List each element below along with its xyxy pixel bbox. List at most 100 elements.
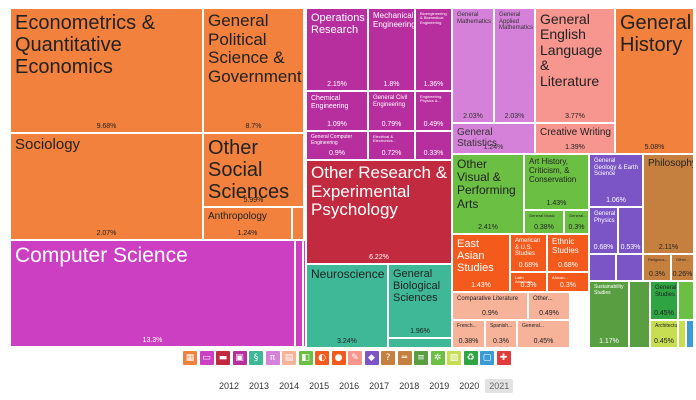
year-button-2019[interactable]: 2019 bbox=[429, 381, 450, 391]
english-icon[interactable]: ✎ bbox=[348, 351, 362, 365]
treemap-cell[interactable]: Philosophy 2.11% bbox=[643, 154, 694, 254]
engineering-icon[interactable]: ▣ bbox=[232, 351, 247, 365]
treemap-cell[interactable] bbox=[616, 254, 643, 281]
treemap-cell[interactable]: Ethnic Studies 0.68% bbox=[547, 234, 589, 272]
treemap-cell[interactable]: Other Visual & Performing Arts 2.41% bbox=[452, 154, 524, 234]
business-icon[interactable]: ▦ bbox=[183, 351, 197, 365]
cell-value: 2.15% bbox=[327, 81, 347, 88]
treemap-cell[interactable]: African... 0.3% bbox=[547, 272, 589, 292]
treemap-cell[interactable]: Other Social Sciences 5.99% bbox=[203, 133, 304, 207]
treemap-cell[interactable] bbox=[629, 281, 650, 348]
treemap-cell[interactable]: Creative Writing 1.39% bbox=[535, 123, 615, 154]
year-button-2017[interactable]: 2017 bbox=[369, 381, 390, 391]
treemap-cell[interactable]: French... 0.38% bbox=[452, 320, 485, 348]
treemap-cell[interactable] bbox=[678, 281, 694, 320]
education-icon[interactable]: ▤ bbox=[282, 351, 296, 365]
treemap-cell[interactable]: General Statistics 1.24% bbox=[452, 123, 535, 154]
treemap-cell[interactable]: General Mathematics 2.03% bbox=[452, 8, 494, 123]
treemap-cell[interactable]: Sustainability Studies 1.17% bbox=[589, 281, 629, 348]
treemap-cell[interactable]: General Geology & Earth Science 1.06% bbox=[589, 154, 643, 207]
treemap-cell[interactable]: Architecture 0.45% bbox=[650, 320, 678, 348]
philosophy-icon[interactable]: ? bbox=[381, 351, 395, 365]
cell-value: 0.3% bbox=[520, 282, 537, 289]
cell-label: Electrical & Electronics... bbox=[373, 134, 396, 144]
year-button-2018[interactable]: 2018 bbox=[399, 381, 420, 391]
cell-value: 6.22% bbox=[369, 254, 389, 261]
treemap-cell[interactable] bbox=[388, 338, 452, 348]
treemap-cell[interactable]: General Biological Sciences 1.96% bbox=[388, 264, 452, 338]
treemap-cell[interactable]: Other Research & Experimental Psychology… bbox=[306, 160, 452, 264]
architecture-icon[interactable]: ▢ bbox=[480, 351, 494, 365]
treemap-cell[interactable] bbox=[303, 240, 306, 347]
interdisciplinary-icon[interactable]: ▧ bbox=[447, 351, 461, 365]
cell-value: 2.11% bbox=[658, 244, 679, 251]
treemap-cell[interactable]: Electrical & Electronics... 0.72% bbox=[368, 131, 415, 160]
treemap-cell[interactable]: Spanish... 0.3% bbox=[485, 320, 517, 348]
treemap-cell[interactable]: Other... 0.49% bbox=[528, 292, 570, 320]
treemap-cell[interactable]: Sociology 2.07% bbox=[10, 133, 203, 240]
treemap-cell[interactable] bbox=[295, 240, 303, 347]
treemap-cell[interactable]: General... 0.45% bbox=[517, 320, 570, 348]
cell-label: American & U.S. Studies bbox=[515, 238, 541, 258]
treemap-cell[interactable]: Chemical Engineering 1.09% bbox=[306, 91, 368, 131]
treemap-cell[interactable]: American & U.S. Studies 0.68% bbox=[510, 234, 547, 272]
recycling-icon[interactable]: ♻ bbox=[463, 351, 478, 365]
treemap-cell[interactable]: 0.33% bbox=[415, 131, 452, 160]
communications-icon[interactable]: ▬ bbox=[216, 351, 230, 365]
computer-icon[interactable]: ▭ bbox=[199, 351, 214, 365]
treemap-cell[interactable]: Latin American... 0.3% bbox=[510, 272, 547, 292]
cell-label: Bioengineering & Biomedical Engineering bbox=[420, 11, 447, 25]
treemap-cell[interactable]: Comparative Literature 0.9% bbox=[452, 292, 528, 320]
cell-value: 1.24% bbox=[483, 144, 504, 151]
treemap-cell[interactable]: General English Language & Literature 3.7… bbox=[535, 8, 615, 123]
cell-value: 2.03% bbox=[504, 113, 525, 120]
year-button-2013[interactable]: 2013 bbox=[249, 381, 270, 391]
treemap-cell[interactable]: General Music 0.38% bbox=[524, 210, 564, 234]
year-button-2021[interactable]: 2021 bbox=[485, 379, 514, 393]
year-button-2020[interactable]: 2020 bbox=[459, 381, 480, 391]
sustainability-icon[interactable]: ✲ bbox=[430, 351, 445, 365]
arts-icon[interactable]: ◧ bbox=[298, 351, 313, 365]
treemap-cell[interactable]: General... 0.3% bbox=[564, 210, 589, 234]
year-button-2012[interactable]: 2012 bbox=[219, 381, 240, 391]
science-icon[interactable]: ◆ bbox=[364, 351, 379, 365]
treemap-cell[interactable]: 0.53% bbox=[618, 207, 643, 254]
treemap-cell[interactable]: Neuroscience 3.24% bbox=[306, 264, 388, 348]
treemap-cell[interactable]: Religious... 0.3% bbox=[643, 254, 671, 281]
environment-icon[interactable]: ≡ bbox=[414, 351, 428, 365]
treemap-cell[interactable]: Art History, Criticism, & Conservation 1.… bbox=[524, 154, 589, 210]
treemap-cell[interactable]: Bioengineering & Biomedical Engineering 1… bbox=[415, 8, 452, 91]
treemap-cell[interactable]: East Asian Studies 1.43% bbox=[452, 234, 510, 292]
treemap-cell[interactable] bbox=[678, 320, 686, 348]
treemap-cell[interactable] bbox=[292, 207, 304, 240]
treemap-cell[interactable]: General Civil Engineering 0.79% bbox=[368, 91, 415, 131]
treemap-cell[interactable]: General History 5.08% bbox=[615, 8, 694, 154]
cell-label: Art History, Criticism, & Conservation bbox=[529, 157, 577, 184]
treemap-cell[interactable]: Engineering Physics &... 0.49% bbox=[415, 91, 452, 131]
treemap-cell[interactable]: General Applied Mathematics 2.03% bbox=[494, 8, 535, 123]
treemap-cell[interactable]: General Studies 0.45% bbox=[650, 281, 678, 320]
treemap-cell[interactable]: Mechanical Engineering 1.8% bbox=[368, 8, 415, 91]
treemap-cell[interactable] bbox=[686, 320, 694, 348]
treemap-cell[interactable]: Anthropology 1.24% bbox=[203, 207, 292, 240]
year-button-2016[interactable]: 2016 bbox=[339, 381, 360, 391]
treemap-cell[interactable]: General Physics 0.68% bbox=[589, 207, 618, 254]
cell-label: Other Social Sciences bbox=[208, 137, 290, 203]
cell-value: 0.26% bbox=[672, 271, 693, 278]
treemap-cell[interactable]: General Political Science & Government 8.… bbox=[203, 8, 304, 133]
biology-icon[interactable]: § bbox=[249, 351, 263, 365]
health-icon[interactable]: ✚ bbox=[496, 351, 511, 365]
treemap-cell[interactable]: Econometrics & Quantitative Economics 9.6… bbox=[10, 8, 203, 133]
history-icon[interactable]: ═ bbox=[397, 351, 412, 365]
year-button-2014[interactable]: 2014 bbox=[279, 381, 300, 391]
treemap-cell[interactable]: Computer Science 13.3% bbox=[10, 240, 295, 347]
treemap-cell[interactable]: Other... 0.26% bbox=[671, 254, 694, 281]
treemap-cell[interactable] bbox=[589, 254, 616, 281]
treemap-cell[interactable]: General Computer Engineering 0.9% bbox=[306, 131, 368, 160]
psychology-icon[interactable]: ◐ bbox=[315, 351, 329, 365]
area-studies-icon[interactable]: ● bbox=[331, 351, 346, 365]
treemap-cell[interactable]: Operations Research 2.15% bbox=[306, 8, 368, 91]
year-button-2015[interactable]: 2015 bbox=[309, 381, 330, 391]
math-icon[interactable]: π bbox=[265, 351, 280, 365]
cell-label: Philosophy bbox=[648, 158, 694, 169]
